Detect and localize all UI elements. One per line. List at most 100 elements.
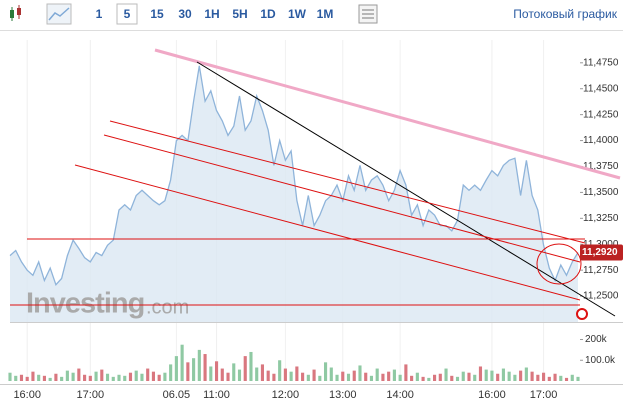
watermark-suffix: .com <box>146 296 189 318</box>
volume-bar <box>329 367 333 381</box>
volume-bar <box>174 356 178 381</box>
alert-marker[interactable] <box>576 308 588 320</box>
volume-bar <box>203 354 207 381</box>
volume-bar <box>37 374 41 381</box>
y-tick-label: 11,3000 <box>583 239 619 250</box>
volume-bar <box>478 366 483 381</box>
volume-bar <box>542 372 546 381</box>
volume-bar <box>484 369 488 381</box>
volume-bar <box>65 370 69 381</box>
y-tick-label: 11,4250 <box>583 109 619 120</box>
volume-bar <box>501 368 505 381</box>
volume-bar <box>576 376 580 381</box>
volume-bar <box>146 368 150 381</box>
volume-bar <box>467 372 471 381</box>
volume-bar <box>260 364 265 381</box>
volume-bar <box>415 372 419 381</box>
volume-bar <box>364 372 368 381</box>
area-icon[interactable] <box>46 3 72 25</box>
y-tick-label: 11,2500 <box>583 291 619 302</box>
volume-bar <box>209 366 213 381</box>
volume-bar <box>31 371 35 381</box>
interval-button[interactable]: 30 <box>178 7 192 21</box>
volume-bar <box>392 369 396 381</box>
volume-bar <box>186 362 190 381</box>
volume-bar <box>192 358 196 381</box>
x-tick-label: 16:00 <box>13 389 41 401</box>
volume-bar <box>490 370 494 381</box>
interval-button[interactable]: 5H <box>232 7 247 21</box>
interval-button[interactable]: 1W <box>288 7 307 21</box>
x-tick-label: 13:00 <box>329 389 357 401</box>
volume-bar <box>306 374 310 381</box>
volume-bar <box>455 376 460 381</box>
interval-button[interactable]: 1D <box>260 7 276 21</box>
interval-button[interactable]: 1H <box>204 7 219 21</box>
volume-bar <box>14 375 18 381</box>
interval-button[interactable]: 5 <box>124 7 131 21</box>
channel-line <box>109 120 586 244</box>
volume-bar <box>427 377 431 381</box>
volume-bar <box>496 373 500 381</box>
volume-bar <box>105 373 110 381</box>
candle-icon[interactable] <box>10 5 21 21</box>
volume-bar <box>134 370 138 381</box>
volume-bar <box>237 369 242 381</box>
volume-bar <box>513 374 517 381</box>
volume-bar <box>19 374 24 381</box>
volume-bar <box>547 376 551 381</box>
volume-bar <box>226 372 230 381</box>
volume-bar <box>433 374 437 381</box>
y-tick-label: 11,2750 <box>583 265 619 276</box>
y-tick-label: 11,3250 <box>583 213 619 224</box>
volume-bar <box>559 375 563 381</box>
volume-bar <box>214 361 219 381</box>
x-tick-label: 11:00 <box>203 389 230 401</box>
area-fill <box>10 65 578 323</box>
volume-bar <box>232 363 236 381</box>
x-tick-label: 16:00 <box>478 389 506 401</box>
volume-tick-label: 100.0k <box>585 355 616 366</box>
y-tick-label: 11,4500 <box>583 83 619 94</box>
volume-bar <box>461 371 465 381</box>
volume-bar <box>289 371 293 381</box>
stream-chart-link[interactable]: Потоковый график <box>513 7 617 21</box>
volume-bar <box>335 374 339 381</box>
volume-bar <box>197 349 201 381</box>
volume-bar <box>387 371 391 381</box>
volume-bar <box>243 356 247 381</box>
volume-bar <box>157 374 161 381</box>
volume-bar <box>570 374 574 381</box>
last-price-label: 11,2920 <box>582 247 618 258</box>
volume-bar <box>278 360 282 381</box>
volume-bar <box>140 373 144 381</box>
channel-line <box>103 134 581 263</box>
volume-bar <box>94 371 98 381</box>
trend-line <box>196 61 616 317</box>
last-price-tag <box>580 244 623 261</box>
settings-icon[interactable] <box>358 4 378 24</box>
interval-button[interactable]: 1M <box>317 7 334 21</box>
volume-bar <box>369 375 374 381</box>
volume-bar <box>295 366 299 381</box>
volume-bar <box>255 367 259 381</box>
interval-button[interactable]: 15 <box>150 7 164 21</box>
interval-button[interactable]: 1 <box>96 7 103 21</box>
x-tick-label: 12:00 <box>272 389 300 401</box>
volume-bar <box>341 371 345 381</box>
volume-bar <box>71 372 75 381</box>
y-tick-label: 11,4750 <box>583 57 619 68</box>
highlight-ellipse <box>536 243 582 285</box>
volume-bar <box>60 376 64 381</box>
volume-bar <box>410 375 414 381</box>
volume-bar <box>163 372 167 381</box>
volume-bar <box>151 371 155 381</box>
x-tick-label: 17:00 <box>530 389 558 401</box>
volume-bar <box>375 368 379 381</box>
volume-bar <box>323 362 328 381</box>
x-tick-label: 14:00 <box>386 389 414 401</box>
volume-bar <box>507 371 511 381</box>
x-tick-label: 17:00 <box>77 389 105 401</box>
active-interval-box <box>116 3 138 25</box>
